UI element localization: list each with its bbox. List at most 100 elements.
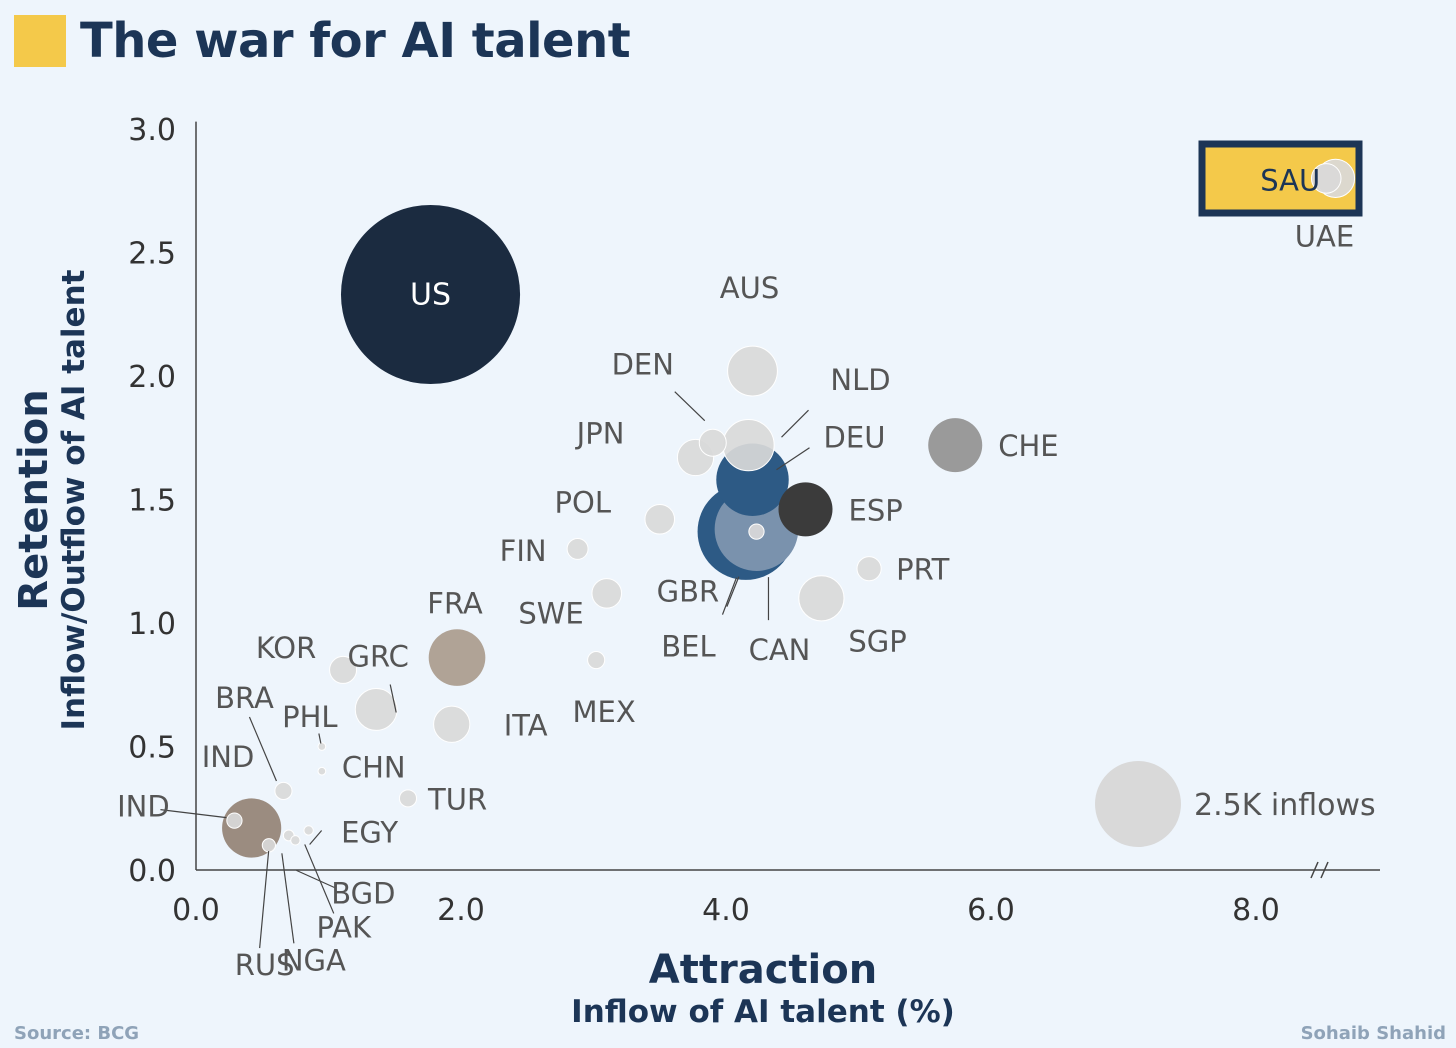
bubble-bel <box>748 523 765 540</box>
axes: 0.0 2.0 4.0 6.0 8.0 0.0 0.5 1.0 1.5 2.0 2.5 3.0 <box>128 113 1380 928</box>
bubble-label-ind: IND <box>117 790 170 824</box>
bubble-label-grc: GRC <box>347 639 408 673</box>
bubble-label-phl: PHL <box>282 700 337 734</box>
leader-line-nga <box>281 853 295 944</box>
bubble-che <box>928 418 983 473</box>
leader-line-deu <box>776 447 810 471</box>
bubble-labels: US GBR DEU CAN BEL ESP NLD AUS DEN JPN POL CHE PRT SG… <box>117 163 1354 982</box>
bubble-label-nga: NGA <box>282 943 346 977</box>
bubble-esp <box>778 482 833 537</box>
y-axis-subtitle: Inflow/Outflow of AI talent <box>56 269 92 730</box>
leader-line-grc <box>389 684 397 713</box>
bubble-label-egy: EGY <box>341 815 398 849</box>
y-axis-title: Retention <box>11 389 57 610</box>
bubble-label-prt: PRT <box>896 553 950 587</box>
bubble-ita <box>433 705 471 743</box>
bubble-label-mex: MEX <box>573 695 636 729</box>
bubble-label-den: DEN <box>612 348 674 382</box>
bubble-label-fra: FRA <box>427 587 483 621</box>
x-axis-subtitle: Inflow of AI talent (%) <box>571 994 955 1030</box>
bubble-chn <box>317 742 327 751</box>
leader-line-pak <box>304 844 335 914</box>
bubble-bra <box>274 781 293 800</box>
y-tick-label: 0.5 <box>128 731 176 766</box>
bubble-swe <box>591 578 623 609</box>
bubble-label-chn: CHN <box>342 751 406 785</box>
bubble-label-esp: ESP <box>849 493 903 527</box>
leader-line-nld <box>781 409 809 438</box>
bubble-bgd <box>290 835 301 846</box>
bubble-label-sau: SAU <box>1260 163 1320 197</box>
bubble-label-us: US <box>410 277 451 312</box>
bubble-nga <box>261 838 276 853</box>
author-credit: Sohaib Shahid <box>1300 1023 1446 1044</box>
highlight-box <box>1198 140 1363 217</box>
bubble-label-bgd: BGD <box>331 876 395 910</box>
bubble-label-can: CAN <box>749 633 811 667</box>
bubbles <box>222 140 1363 858</box>
bubble-mex <box>587 651 606 670</box>
leader-line-bra <box>248 716 278 782</box>
leader-line-gbr <box>726 576 740 607</box>
bubble-fin <box>566 537 589 560</box>
bubble-label-sgp: SGP <box>848 624 906 658</box>
bubble-label-kor: KOR <box>256 631 316 665</box>
source-note: Source: BCG <box>14 1023 140 1044</box>
bubble-phl <box>317 766 327 776</box>
x-tick-label: 2.0 <box>437 893 485 928</box>
axis-titles: Attraction Inflow of AI talent (%) Reten… <box>11 269 955 1030</box>
bubble-label-bra: BRA <box>215 681 274 715</box>
size-legend-label: 2.5K inflows <box>1194 788 1376 823</box>
bubble-sau <box>1310 163 1342 194</box>
x-tick-label: 4.0 <box>702 893 750 928</box>
y-tick-label: 1.0 <box>128 607 176 642</box>
bubble-tur <box>398 789 418 808</box>
bubble-label-fin: FIN <box>500 534 547 568</box>
size-legend: 2.5K inflows <box>1095 761 1376 847</box>
bubble-label-nld: NLD <box>830 363 890 397</box>
bubble-label-aus: AUS <box>720 271 779 305</box>
y-tick-label: 3.0 <box>128 113 176 148</box>
bubble-label-rus: RUS <box>235 948 295 982</box>
bubble-label-gbr: GBR <box>657 575 720 609</box>
bubble-label-che: CHE <box>998 429 1058 463</box>
y-tick-label: 2.5 <box>128 237 176 272</box>
bubble-us <box>340 204 521 385</box>
bubble-aus <box>727 345 778 397</box>
leader-line-ind <box>160 809 227 819</box>
bubble-prt <box>856 556 882 582</box>
x-tick-label: 8.0 <box>1232 893 1280 928</box>
leader-line-egy <box>309 830 323 845</box>
chart-title: The war for AI talent <box>80 13 631 69</box>
bubble-label-pak: PAK <box>317 910 372 944</box>
x-axis-break-mark <box>1310 861 1329 879</box>
leader-line-rus <box>259 850 270 949</box>
bubble-kor <box>329 655 358 684</box>
leader-line-bel <box>721 577 738 615</box>
bubble-sgp <box>798 575 845 622</box>
bubble-egy <box>303 825 314 836</box>
bubble-fra <box>428 629 486 686</box>
leader-line-den <box>674 391 706 422</box>
title-bar: The war for AI talent <box>14 12 631 70</box>
bubble-label-ita: ITA <box>504 708 548 742</box>
bubble-label-deu: DEU <box>824 421 886 455</box>
bubble-nld <box>722 419 775 472</box>
y-tick-label: 2.0 <box>128 360 176 395</box>
bubble-den <box>698 428 727 457</box>
x-tick-label: 6.0 <box>967 893 1015 928</box>
bubble-label-ind-alt: IND <box>202 740 255 774</box>
leader-line-bgd <box>296 869 337 889</box>
y-tick-label: 1.5 <box>128 484 176 519</box>
bubble-label-jpn: JPN <box>575 417 625 451</box>
bubble-pol <box>644 503 676 535</box>
title-accent-swatch <box>14 15 66 67</box>
leader-lines <box>160 391 810 949</box>
leader-line-chn <box>318 733 322 744</box>
x-axis-title: Attraction <box>649 947 877 993</box>
y-tick-label: 0.0 <box>128 854 176 889</box>
size-legend-bubble <box>1095 761 1181 847</box>
bubble-label-bel: BEL <box>661 630 715 664</box>
bubble-label-tur: TUR <box>427 782 487 816</box>
